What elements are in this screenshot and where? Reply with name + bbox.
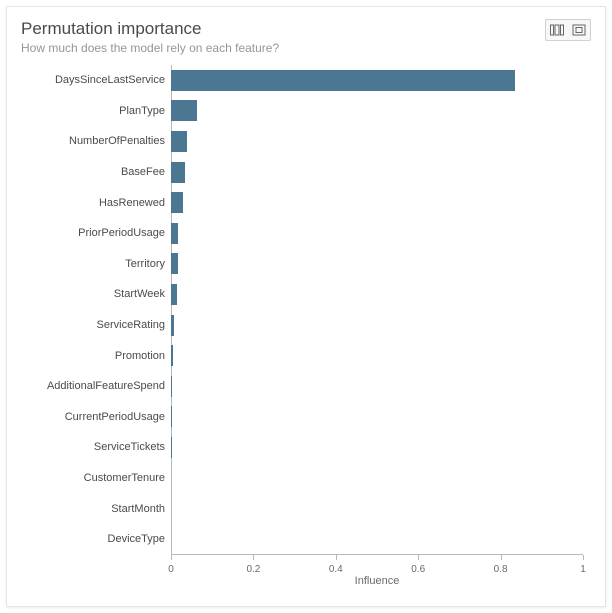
feature-label: DeviceType xyxy=(21,533,165,545)
feature-bar xyxy=(171,192,183,213)
feature-label: PriorPeriodUsage xyxy=(21,227,165,239)
chart-card: Permutation importance How much does the… xyxy=(6,6,606,607)
feature-label: DaysSinceLastService xyxy=(21,74,165,86)
feature-bar xyxy=(171,70,515,91)
x-tick-label: 1 xyxy=(580,564,586,575)
feature-label: ServiceTickets xyxy=(21,441,165,453)
feature-row: DeviceType xyxy=(171,524,583,555)
x-tick xyxy=(171,555,172,560)
x-tick xyxy=(501,555,502,560)
feature-label: StartMonth xyxy=(21,503,165,515)
focus-mode-icon xyxy=(550,24,564,36)
chart-title: Permutation importance xyxy=(21,19,545,39)
feature-bar xyxy=(171,345,173,366)
feature-row: ServiceRating xyxy=(171,310,583,341)
feature-label: ServiceRating xyxy=(21,319,165,331)
focus-mode-button[interactable] xyxy=(547,21,567,39)
feature-row: AdditionalFeatureSpend xyxy=(171,371,583,402)
feature-row: BaseFee xyxy=(171,157,583,188)
x-tick xyxy=(336,555,337,560)
feature-label: Territory xyxy=(21,258,165,270)
feature-label: AdditionalFeatureSpend xyxy=(21,380,165,392)
x-tick-label: 0 xyxy=(168,564,174,575)
feature-bar xyxy=(171,315,174,336)
feature-label: BaseFee xyxy=(21,166,165,178)
x-tick-label: 0.8 xyxy=(494,564,508,575)
feature-bar xyxy=(171,131,187,152)
feature-label: CurrentPeriodUsage xyxy=(21,411,165,423)
chart-toolbar xyxy=(545,19,591,41)
chart-rows: DaysSinceLastServicePlanTypeNumberOfPena… xyxy=(21,65,583,555)
feature-row: DaysSinceLastService xyxy=(171,65,583,96)
feature-bar xyxy=(171,100,197,121)
feature-label: PlanType xyxy=(21,105,165,117)
feature-row: HasRenewed xyxy=(171,187,583,218)
header-row: Permutation importance How much does the… xyxy=(21,19,591,65)
x-tick-label: 0.2 xyxy=(246,564,260,575)
feature-row: StartMonth xyxy=(171,493,583,524)
x-tick-label: 0.4 xyxy=(329,564,343,575)
feature-bar xyxy=(171,162,185,183)
feature-row: StartWeek xyxy=(171,279,583,310)
fullscreen-button[interactable] xyxy=(569,21,589,39)
x-axis-title: Influence xyxy=(171,575,583,587)
x-tick xyxy=(418,555,419,560)
feature-label: StartWeek xyxy=(21,288,165,300)
x-tick-label: 0.6 xyxy=(411,564,425,575)
fullscreen-icon xyxy=(572,24,586,36)
feature-bar xyxy=(171,223,178,244)
chart-area: 00.20.40.60.81 DaysSinceLastServicePlanT… xyxy=(21,65,591,585)
feature-label: Promotion xyxy=(21,350,165,362)
feature-row: Territory xyxy=(171,249,583,280)
feature-label: NumberOfPenalties xyxy=(21,135,165,147)
feature-row: ServiceTickets xyxy=(171,432,583,463)
title-block: Permutation importance How much does the… xyxy=(21,19,545,65)
x-tick xyxy=(253,555,254,560)
feature-row: CustomerTenure xyxy=(171,463,583,494)
feature-bar xyxy=(171,253,178,274)
x-tick xyxy=(583,555,584,560)
chart-subtitle: How much does the model rely on each fea… xyxy=(21,41,545,55)
feature-bar xyxy=(171,284,177,305)
feature-row: Promotion xyxy=(171,340,583,371)
feature-label: HasRenewed xyxy=(21,197,165,209)
feature-bar xyxy=(171,376,172,397)
feature-row: CurrentPeriodUsage xyxy=(171,402,583,433)
feature-row: PlanType xyxy=(171,96,583,127)
feature-row: PriorPeriodUsage xyxy=(171,218,583,249)
feature-label: CustomerTenure xyxy=(21,472,165,484)
feature-row: NumberOfPenalties xyxy=(171,126,583,157)
